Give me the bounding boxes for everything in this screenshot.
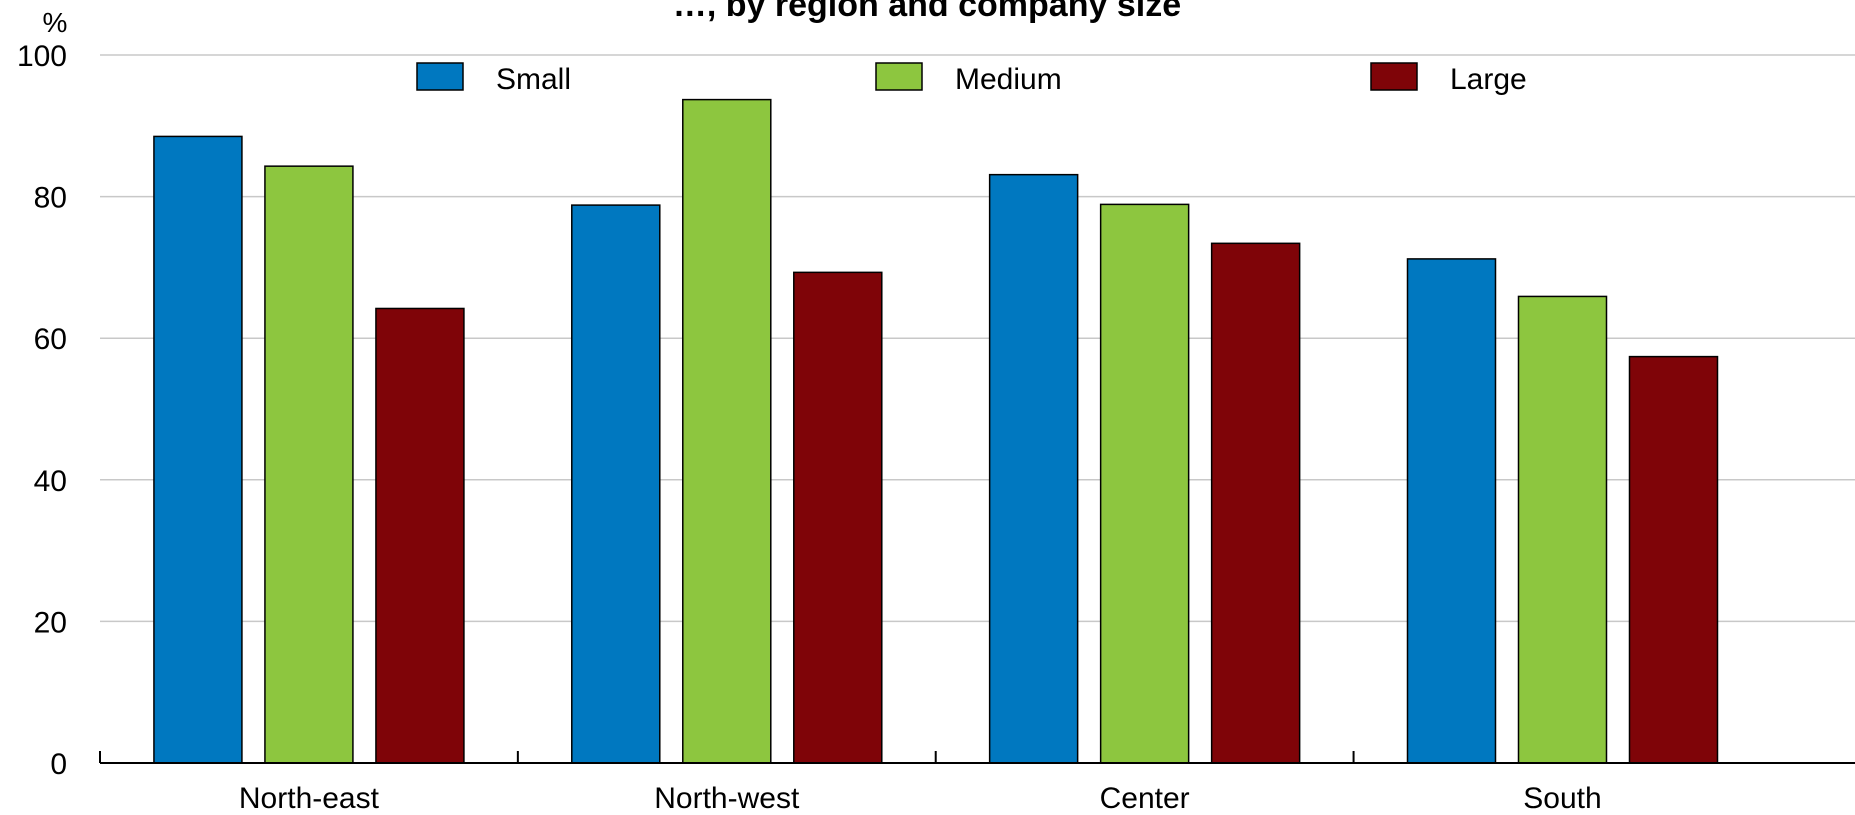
bar-large-north-west	[793, 271, 883, 764]
x-tick-label: South	[1523, 782, 1601, 815]
legend-swatch-small	[416, 62, 464, 91]
x-axis-labels: North-east North-west Center South	[239, 782, 1602, 815]
bar-medium-south	[1517, 295, 1608, 764]
legend-swatch-medium	[875, 62, 923, 91]
x-axis	[99, 751, 1855, 764]
bar-small-center	[988, 173, 1079, 764]
x-tick-label: North-east	[239, 782, 380, 815]
y-axis-unit-label: %	[43, 7, 68, 38]
legend-label-small: Small	[496, 63, 571, 96]
y-tick-label: 20	[34, 606, 67, 639]
bar-small-north-west	[571, 204, 661, 764]
bar-medium-north-west	[682, 98, 772, 764]
y-tick-label: 0	[50, 748, 67, 781]
y-tick-label: 80	[34, 182, 67, 215]
legend-swatch-large	[1370, 62, 1418, 91]
y-axis-ticks: 0 20 40 60 80 100	[17, 40, 67, 781]
bar-small-north-east	[153, 135, 243, 764]
bar-large-south	[1628, 355, 1719, 764]
x-tick-label: North-west	[654, 782, 800, 815]
bar-small-south	[1406, 258, 1497, 764]
y-tick-label: 60	[34, 323, 67, 356]
bars	[153, 98, 1719, 764]
legend-label-medium: Medium	[955, 63, 1062, 96]
bar-large-north-east	[375, 307, 465, 764]
legend: Small Medium Large	[416, 62, 1527, 96]
bar-medium-center	[1099, 203, 1190, 764]
bar-medium-north-east	[264, 165, 354, 764]
y-tick-label: 100	[17, 40, 67, 73]
chart-title: …, by region and company size	[673, 0, 1181, 24]
bar-large-center	[1210, 242, 1301, 764]
x-tick-label: Center	[1100, 782, 1190, 815]
legend-label-large: Large	[1450, 63, 1527, 96]
y-tick-label: 40	[34, 465, 67, 498]
